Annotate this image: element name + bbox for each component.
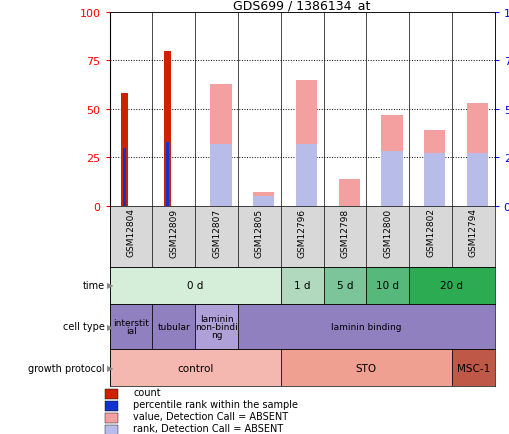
Bar [123, 148, 126, 206]
Text: rank, Detection Call = ABSENT: rank, Detection Call = ABSENT [133, 423, 283, 433]
Text: ▶: ▶ [107, 322, 114, 331]
Bar [323, 267, 365, 304]
Bar [104, 425, 118, 434]
Text: 10 d: 10 d [376, 280, 399, 290]
Text: control: control [177, 363, 213, 373]
Bar [451, 349, 494, 386]
Bar [195, 304, 238, 349]
Text: tubular: tubular [157, 322, 190, 331]
Bar [104, 401, 118, 411]
Text: count: count [133, 387, 161, 397]
Text: GSM12798: GSM12798 [340, 208, 349, 257]
Bar [466, 104, 487, 206]
Bar [280, 349, 451, 386]
Text: MSC-1: MSC-1 [456, 363, 489, 373]
Text: cell type: cell type [63, 322, 104, 332]
Text: 5 d: 5 d [336, 280, 353, 290]
Bar [104, 414, 118, 423]
Text: GSM12804: GSM12804 [126, 208, 135, 257]
Bar [109, 267, 280, 304]
Title: GDS699 / 1386134_at: GDS699 / 1386134_at [233, 0, 370, 12]
Bar [423, 131, 445, 206]
Text: value, Detection Call = ABSENT: value, Detection Call = ABSENT [133, 411, 288, 421]
Text: laminin binding: laminin binding [330, 322, 401, 331]
Bar [381, 152, 402, 206]
Bar [466, 154, 487, 206]
Bar [104, 390, 118, 399]
Bar [381, 115, 402, 206]
Text: GSM12807: GSM12807 [212, 208, 221, 257]
Bar [238, 304, 494, 349]
Bar [252, 197, 274, 206]
Bar [152, 304, 195, 349]
Bar [280, 267, 323, 304]
Bar [164, 52, 171, 206]
Bar [109, 349, 280, 386]
Text: interstit
ial: interstit ial [113, 318, 149, 335]
Bar [365, 267, 408, 304]
Bar [121, 94, 128, 206]
Bar [252, 193, 274, 206]
Text: GSM12796: GSM12796 [297, 208, 306, 257]
Text: GSM12800: GSM12800 [382, 208, 391, 257]
Text: growth protocol: growth protocol [28, 363, 104, 373]
Text: 0 d: 0 d [187, 280, 203, 290]
Bar [210, 85, 231, 206]
Text: laminin
non-bindi
ng: laminin non-bindi ng [195, 314, 238, 339]
Text: time: time [82, 280, 104, 290]
Bar [338, 179, 359, 206]
Text: GSM12802: GSM12802 [425, 208, 434, 257]
Text: 20 d: 20 d [440, 280, 463, 290]
Bar [295, 81, 317, 206]
Text: ▶: ▶ [107, 281, 114, 290]
Text: ▶: ▶ [107, 363, 114, 372]
Text: GSM12805: GSM12805 [254, 208, 263, 257]
Bar [109, 304, 152, 349]
Bar [210, 145, 231, 206]
Text: STO: STO [355, 363, 376, 373]
Text: GSM12794: GSM12794 [468, 208, 477, 257]
Text: 1 d: 1 d [293, 280, 310, 290]
Bar [165, 142, 168, 206]
Bar [423, 154, 445, 206]
Text: GSM12809: GSM12809 [169, 208, 178, 257]
Bar [295, 145, 317, 206]
Text: percentile rank within the sample: percentile rank within the sample [133, 399, 298, 409]
Bar [408, 267, 494, 304]
